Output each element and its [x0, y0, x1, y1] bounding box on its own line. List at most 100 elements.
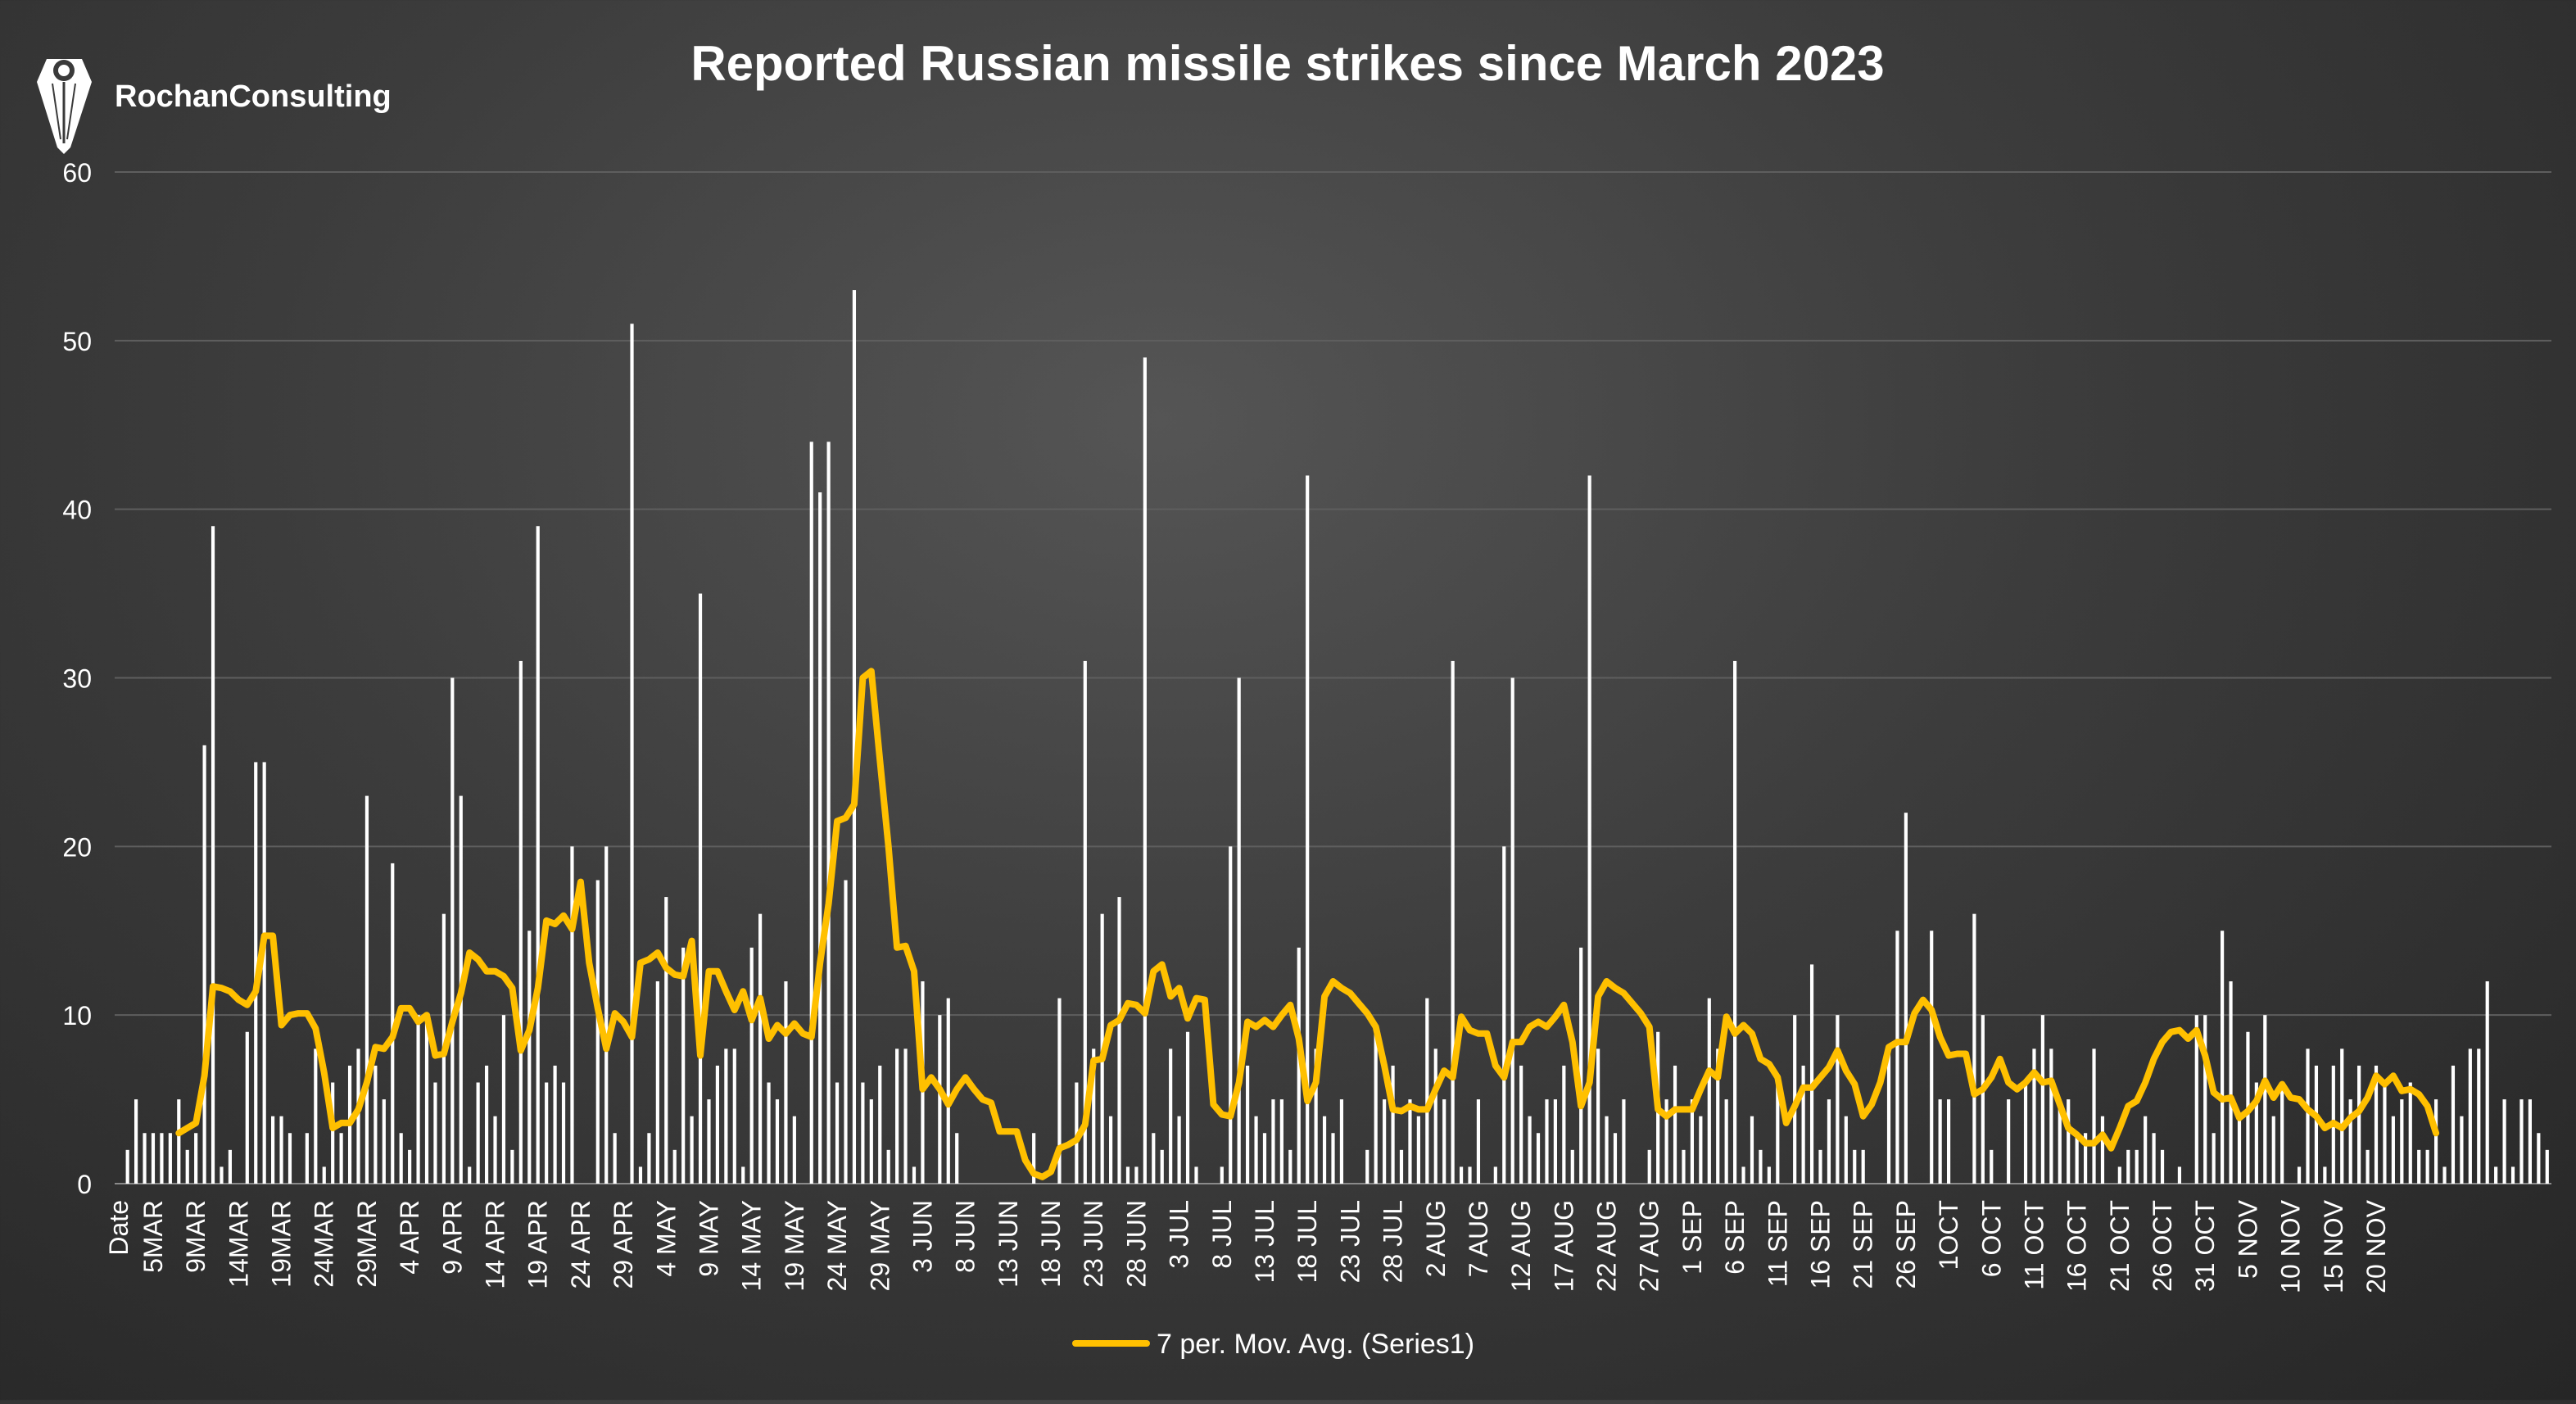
bar — [698, 593, 703, 1184]
bar — [168, 1133, 172, 1184]
bar — [1990, 1149, 1994, 1184]
legend: 7 per. Mov. Avg. (Series1) — [1072, 1329, 1474, 1360]
bar — [732, 1048, 736, 1184]
bar — [613, 1133, 617, 1184]
x-tick-label: 16 OCT — [2062, 1200, 2092, 1292]
bar — [287, 1133, 292, 1184]
bar — [228, 1149, 233, 1184]
bar — [1853, 1149, 1857, 1184]
bar — [2400, 1099, 2404, 1184]
bar — [2280, 1082, 2284, 1184]
bar — [1724, 1099, 1728, 1184]
x-tick-label: 16 SEP — [1806, 1200, 1836, 1289]
x-tick-label: 18 JUL — [1293, 1200, 1322, 1283]
bar — [1314, 1048, 1318, 1184]
x-tick-label: 18 JUN — [1036, 1200, 1066, 1288]
bar — [2203, 1015, 2207, 1184]
x-tick-label: 3 JUL — [1165, 1200, 1194, 1269]
y-tick-label: 0 — [77, 1170, 92, 1199]
bar — [2510, 1166, 2515, 1184]
bar — [1220, 1166, 1224, 1184]
bar — [305, 1133, 309, 1184]
moving-average-line — [175, 668, 2440, 1180]
bar — [1690, 1099, 1695, 1184]
bar — [2545, 1149, 2549, 1184]
bar — [1433, 1048, 1437, 1184]
bar — [194, 1133, 198, 1184]
x-tick-label: 14 APR — [481, 1200, 510, 1289]
bar — [408, 1149, 412, 1184]
bar — [1716, 1048, 1720, 1184]
bar — [2348, 1099, 2352, 1184]
bar — [2323, 1166, 2327, 1184]
bar — [1759, 1149, 1763, 1184]
x-tick-label: 14MAR — [224, 1200, 253, 1288]
x-tick-label: 10 NOV — [2276, 1199, 2306, 1293]
x-tick-label: 28 JUL — [1379, 1200, 1408, 1283]
x-tick-label: 21 OCT — [2105, 1200, 2135, 1292]
bar — [2297, 1166, 2302, 1184]
bar — [1083, 660, 1087, 1184]
bar — [2425, 1149, 2429, 1184]
x-tick-label: 29 MAY — [865, 1200, 894, 1291]
bar — [2494, 1166, 2498, 1184]
bar — [1536, 1133, 1541, 1184]
bar — [545, 1082, 549, 1184]
x-tick-label: 8 JUN — [951, 1200, 980, 1273]
bar — [741, 1166, 745, 1184]
x-tick-label: 7 AUG — [1464, 1200, 1493, 1277]
bar — [1237, 677, 1241, 1184]
x-tick-label: 13 JUN — [994, 1200, 1023, 1288]
bar — [1809, 964, 1814, 1184]
chart-title: Reported Russian missile strikes since M… — [690, 36, 1884, 91]
x-tick-label: 28 JUN — [1121, 1200, 1151, 1288]
bar — [1493, 1166, 1497, 1184]
bar — [1981, 1015, 1985, 1184]
bar — [2032, 1048, 2036, 1184]
bar — [655, 981, 659, 1184]
bar — [912, 1166, 917, 1184]
bar — [2365, 1149, 2370, 1184]
bar — [450, 677, 455, 1184]
bar — [2092, 1048, 2096, 1184]
x-tick-label: 26 OCT — [2148, 1200, 2177, 1292]
bar — [1331, 1133, 1335, 1184]
bar — [2357, 1065, 2361, 1184]
bar — [1442, 1099, 1446, 1184]
bar — [852, 290, 857, 1184]
y-tick-label: 50 — [62, 327, 92, 356]
bar — [1605, 1116, 1609, 1184]
bar — [151, 1133, 156, 1184]
bar — [1032, 1133, 1036, 1184]
bar — [946, 998, 950, 1184]
x-tick-label: 1OCT — [1934, 1200, 1963, 1270]
bar — [1109, 1116, 1113, 1184]
x-tick-label: 5MAR — [138, 1200, 168, 1273]
bar — [2383, 1082, 2387, 1184]
bar — [510, 1149, 514, 1184]
bar — [809, 442, 813, 1184]
bar — [707, 1099, 711, 1184]
bar — [339, 1133, 343, 1184]
bar — [160, 1133, 164, 1184]
bar — [784, 981, 788, 1184]
bar — [2126, 1149, 2130, 1184]
x-tick-label: 6 SEP — [1720, 1200, 1750, 1275]
bar — [382, 1099, 386, 1184]
bar — [2528, 1099, 2532, 1184]
bar — [938, 1015, 942, 1184]
bar — [518, 660, 523, 1184]
bar — [220, 1166, 224, 1184]
bar — [2485, 981, 2489, 1184]
bar — [1185, 1031, 1190, 1184]
x-tick-label: 19 APR — [523, 1200, 553, 1289]
bar — [690, 1116, 694, 1184]
bar — [2212, 1133, 2216, 1184]
bar — [2007, 1099, 2011, 1184]
bar — [1707, 998, 1711, 1184]
bar — [1545, 1099, 1549, 1184]
bar — [1767, 1166, 1771, 1184]
x-tick-label: 11 OCT — [2019, 1200, 2049, 1290]
bar — [2460, 1116, 2464, 1184]
bar — [2519, 1099, 2524, 1184]
